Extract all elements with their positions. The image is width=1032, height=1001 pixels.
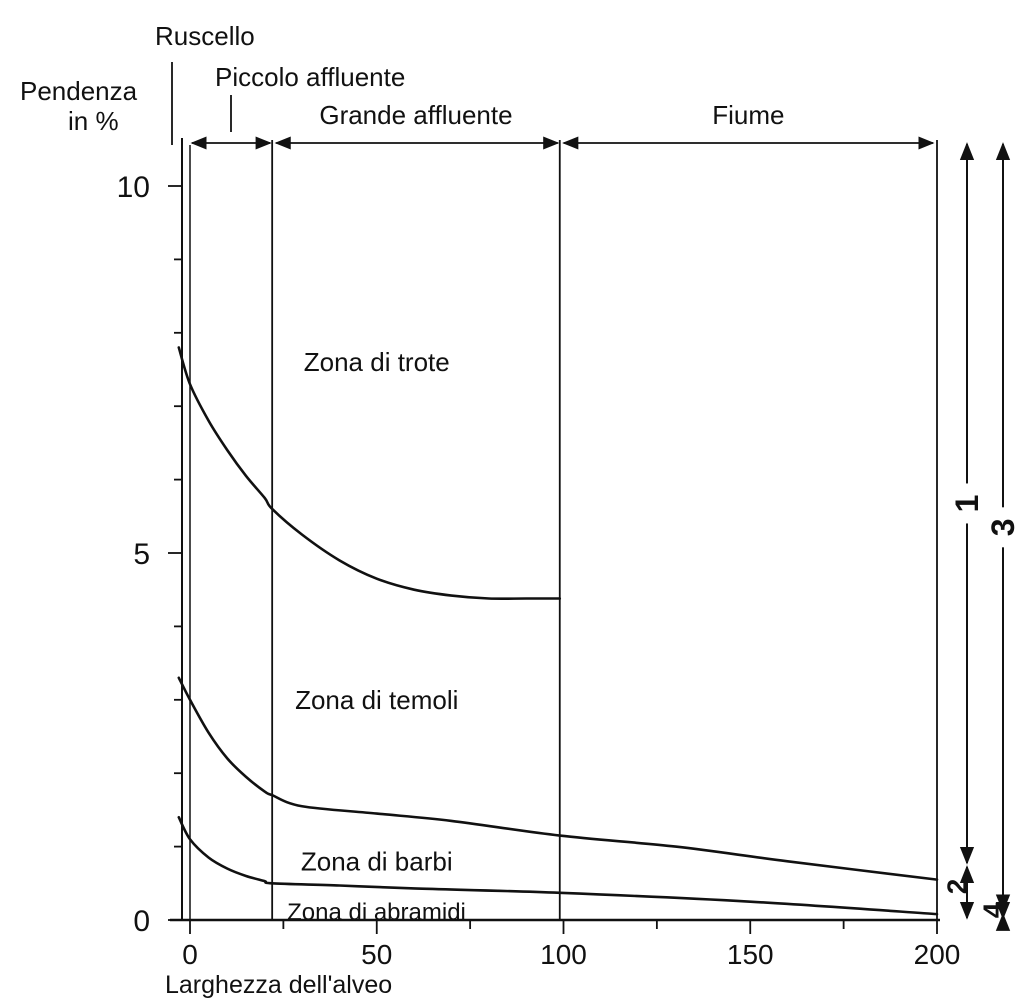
range-marker-label: 2 bbox=[942, 879, 973, 895]
range-marker-label: 1 bbox=[949, 495, 985, 513]
zone-label: Zona di abramidi bbox=[287, 899, 466, 926]
range-marker-gap bbox=[989, 507, 1017, 548]
x-tick-label: 100 bbox=[540, 939, 587, 970]
series-group bbox=[177, 346, 939, 916]
y-tick-label: 0 bbox=[133, 905, 150, 938]
zone-boundary-curve-3 bbox=[177, 815, 939, 916]
range-marker-gap bbox=[953, 483, 981, 524]
y-axis-label-line2: in % bbox=[68, 106, 119, 136]
y-tick-label: 10 bbox=[117, 171, 150, 204]
category-piccolo-affluente: Piccolo affluente bbox=[215, 62, 405, 92]
labels-group: Zona di trote Zona di temoli Zona di barbi… bbox=[287, 347, 466, 926]
range-marker-2: 2 bbox=[942, 865, 975, 920]
range-marker-label: 4 bbox=[978, 902, 1009, 918]
chart-frame: Ruscello Piccolo affluente Grande affluent… bbox=[155, 21, 938, 920]
range-markers: 1 2 3 4 bbox=[942, 142, 1021, 931]
category-fiume: Fiume bbox=[712, 100, 784, 130]
x-tick-label: 150 bbox=[727, 939, 774, 970]
x-tick-label: 0 bbox=[182, 939, 198, 970]
range-marker-1: 1 bbox=[949, 142, 985, 865]
zone-boundary-curve-1 bbox=[177, 346, 562, 601]
zone-label: Zona di trote bbox=[304, 347, 450, 377]
range-marker-4: 4 bbox=[978, 901, 1011, 931]
x-tick-label: 200 bbox=[914, 939, 961, 970]
range-marker-3: 3 bbox=[985, 142, 1021, 913]
y-axis-label-line1: Pendenza bbox=[20, 76, 138, 106]
category-ruscello: Ruscello bbox=[155, 21, 255, 51]
zone-label: Zona di temoli bbox=[295, 685, 458, 715]
zone-boundary-curve-2 bbox=[177, 676, 939, 881]
y-tick-label: 5 bbox=[133, 538, 150, 571]
x-axis-label: Larghezza dell'alveo bbox=[165, 971, 392, 999]
x-tick-label: 50 bbox=[361, 939, 392, 970]
zone-label: Zona di barbi bbox=[301, 846, 453, 876]
range-marker-label: 3 bbox=[985, 518, 1021, 536]
category-grande-affluente: Grande affluente bbox=[319, 100, 512, 130]
